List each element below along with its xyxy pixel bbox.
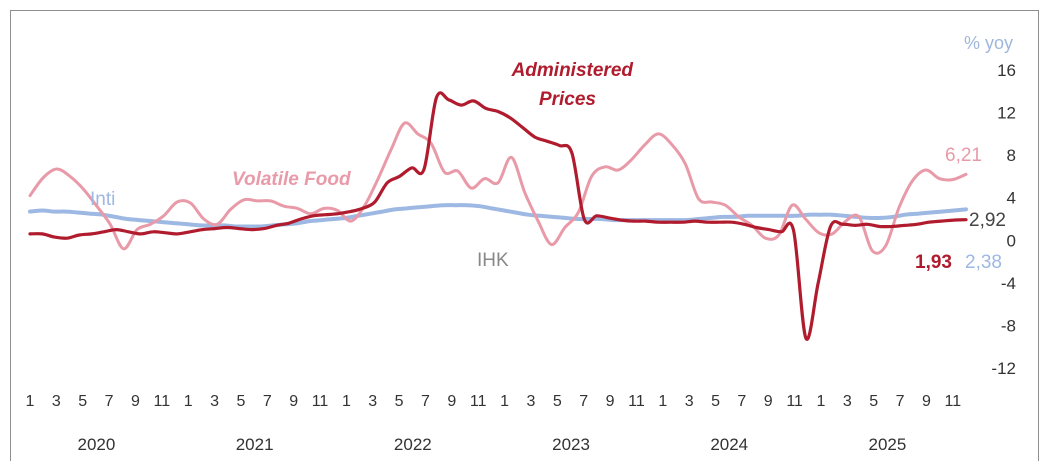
end-label-volatile-food: 6,21 — [945, 145, 982, 166]
x-month-tick: 1 — [658, 393, 667, 410]
x-month-tick: 11 — [945, 393, 962, 410]
end-label-administered: 1,93 — [915, 252, 952, 273]
x-month-tick: 9 — [289, 393, 298, 410]
end-label-ihk: 2,38 — [965, 252, 1002, 273]
series-label-administered-prices-line2: Prices — [539, 89, 596, 110]
y-tick-label: 0 — [1007, 231, 1016, 250]
x-month-tick: 9 — [131, 393, 140, 410]
x-month-tick: 3 — [843, 393, 852, 410]
series-lines — [28, 91, 968, 341]
series-label-administered-prices-line1: Administered — [511, 60, 634, 81]
x-month-tick: 9 — [764, 393, 773, 410]
x-month-tick: 11 — [786, 393, 803, 410]
end-label-inti: 2,92 — [969, 210, 1006, 231]
y-tick-label: 8 — [1007, 146, 1016, 165]
y-tick-label: -4 — [1001, 274, 1016, 293]
x-month-tick: 11 — [154, 393, 171, 410]
y-tick-label: 4 — [1007, 189, 1016, 208]
x-year-label: 2020 — [78, 435, 116, 454]
x-month-tick: 7 — [263, 393, 272, 410]
x-month-tick: 9 — [606, 393, 615, 410]
x-month-tick: 3 — [210, 393, 219, 410]
series-line-volatile-food — [28, 121, 968, 255]
x-month-tick: 9 — [922, 393, 931, 410]
x-month-tick: 7 — [737, 393, 746, 410]
x-month-tick: 3 — [527, 393, 536, 410]
x-month-tick: 1 — [26, 393, 35, 410]
x-year-label: 2024 — [710, 435, 748, 454]
y-tick-label: 12 — [997, 104, 1016, 123]
x-month-tick: 3 — [368, 393, 377, 410]
series-line-administered-prices — [28, 91, 968, 341]
unit-label: % yoy — [964, 33, 1013, 53]
series-line-inti — [28, 203, 968, 229]
x-month-tick: 7 — [896, 393, 905, 410]
x-month-tick: 5 — [711, 393, 720, 410]
x-month-tick: 1 — [817, 393, 826, 410]
x-month-tick: 7 — [579, 393, 588, 410]
x-month-tick: 7 — [105, 393, 114, 410]
x-month-tick: 7 — [421, 393, 430, 410]
series-label-inti: Inti — [90, 189, 115, 210]
x-month-tick: 3 — [685, 393, 694, 410]
y-tick-label: 16 — [997, 61, 1016, 80]
x-year-label: 2021 — [236, 435, 274, 454]
x-month-tick: 1 — [500, 393, 509, 410]
series-label-ihk: IHK — [477, 250, 509, 271]
x-month-tick: 5 — [395, 393, 404, 410]
x-month-tick: 11 — [628, 393, 645, 410]
x-month-tick: 3 — [52, 393, 61, 410]
x-month-tick: 9 — [447, 393, 456, 410]
y-tick-label: -12 — [991, 359, 1016, 378]
x-year-label: 2023 — [552, 435, 590, 454]
x-month-tick: 1 — [184, 393, 193, 410]
y-axis: 16 12 8 4 0 -4 -8 -12 — [991, 61, 1016, 378]
x-month-tick: 5 — [78, 393, 87, 410]
x-month-tick: 5 — [236, 393, 245, 410]
x-axis: 1 3 5 7 9 11 1 3 5 7 9 11 1 3 5 7 9 11 1 3 5 7 9 11 1 3 5 7 9 11 1 3 5 7 9… — [26, 393, 962, 454]
x-month-tick: 11 — [312, 393, 329, 410]
x-month-tick: 11 — [470, 393, 487, 410]
series-label-volatile-food: Volatile Food — [232, 169, 351, 190]
x-month-tick: 5 — [869, 393, 878, 410]
x-year-label: 2022 — [394, 435, 432, 454]
y-tick-label: -8 — [1001, 316, 1016, 335]
x-month-tick: 5 — [553, 393, 562, 410]
x-year-label: 2025 — [869, 435, 907, 454]
x-month-tick: 1 — [342, 393, 351, 410]
